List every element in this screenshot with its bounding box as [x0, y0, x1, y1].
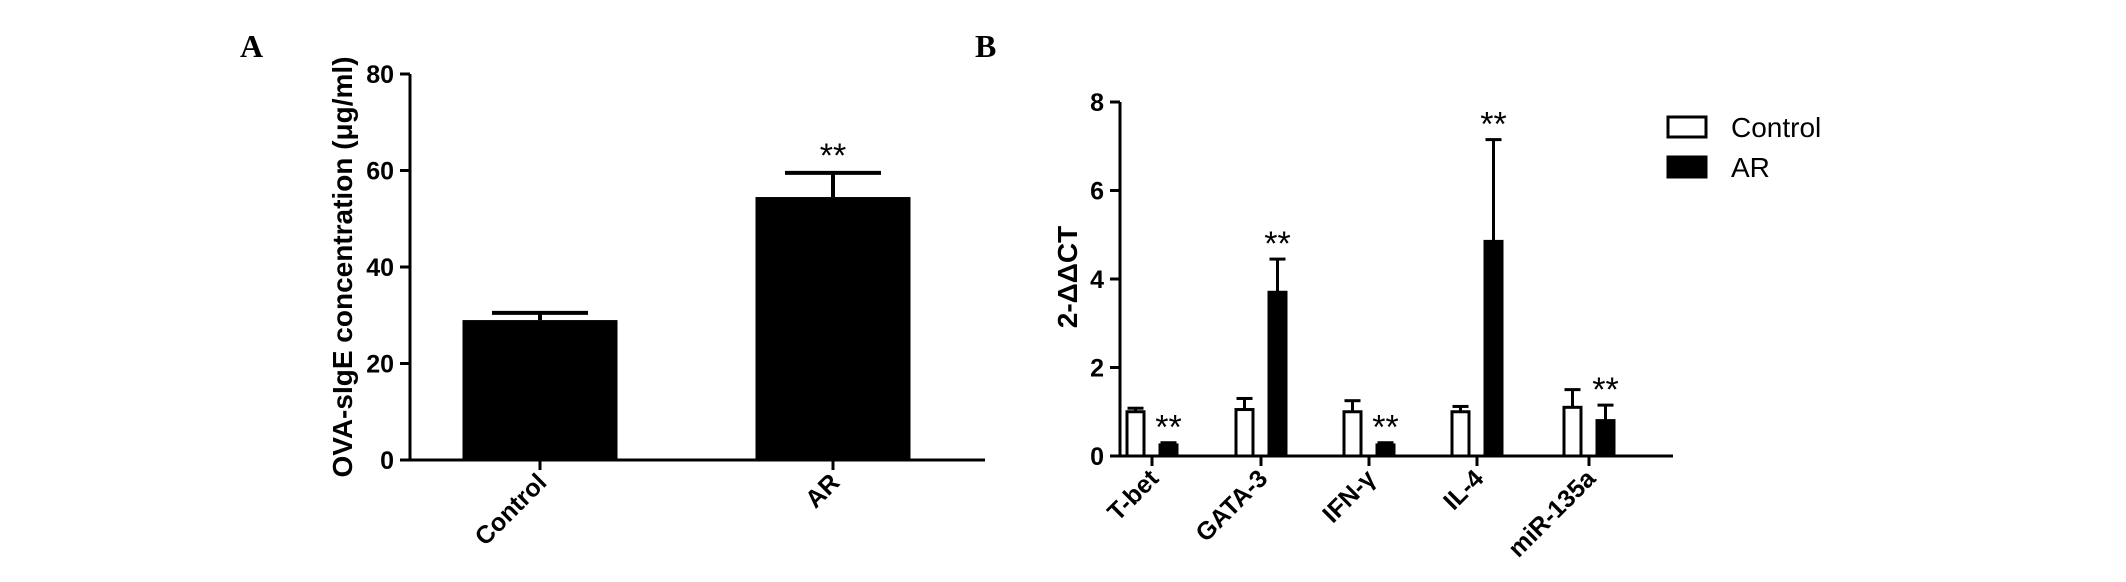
significance-label: **	[1592, 371, 1618, 409]
chart-a: 0 20 40 60 80 OVA-sIgE concentration (μg/ml) C…	[327, 56, 985, 551]
legend-label-ar: AR	[1731, 152, 1770, 183]
y-axis-label: OVA-sIgE concentration (μg/ml)	[327, 56, 358, 477]
significance-label: **	[1480, 106, 1506, 144]
y-tick-label: 0	[380, 447, 394, 475]
panel-a-letter: A	[240, 28, 263, 64]
legend-swatch-control	[1666, 115, 1708, 139]
y-tick-label: 8	[1090, 89, 1104, 117]
x-tick-label: AR	[800, 468, 845, 513]
y-tick-label: 6	[1090, 178, 1104, 206]
y-axis-label: 2-ΔΔCT	[1052, 226, 1083, 328]
bar-ar	[1375, 443, 1396, 458]
x-tick-label: GATA-3	[1190, 464, 1273, 547]
y-tick-label: 80	[366, 61, 394, 89]
significance-label: **	[1155, 409, 1181, 447]
legend-label-control: Control	[1731, 112, 1821, 143]
x-tick-label: IL-4	[1438, 464, 1489, 515]
bar-ar	[1595, 419, 1616, 458]
bar-control	[1342, 410, 1363, 458]
x-tick-label: T-bet	[1102, 464, 1165, 527]
significance-label: **	[1372, 409, 1398, 447]
y-tick-label: 2	[1090, 355, 1104, 383]
bar-control	[462, 320, 618, 460]
bar-ar	[1483, 239, 1504, 458]
chart-b: 024682-ΔΔCT**T-bet**GATA-3**IFN-γ**IL-4*…	[1052, 89, 1673, 563]
bar-control	[1450, 410, 1471, 458]
y-tick-label: 4	[1090, 266, 1104, 294]
significance-label: **	[820, 137, 846, 175]
bar-control	[1562, 405, 1583, 458]
legend-swatch-ar	[1666, 155, 1708, 179]
bar-control	[1234, 408, 1255, 458]
y-tick-label: 0	[1090, 443, 1104, 471]
bar-ar	[1267, 290, 1288, 458]
y-tick-label: 40	[366, 254, 394, 282]
significance-label: **	[1264, 225, 1290, 263]
bar-ar	[755, 197, 911, 460]
y-tick-label: 20	[366, 351, 394, 379]
y-tick-label: 60	[366, 158, 394, 186]
x-tick-label: IFN-γ	[1317, 464, 1381, 528]
x-tick-label: miR-135a	[1503, 464, 1602, 563]
chart-b-legend: Control AR	[1666, 112, 1821, 183]
panel-b-letter: B	[975, 28, 996, 64]
x-tick-label: Control	[470, 468, 553, 551]
bar-control	[1125, 410, 1146, 458]
bar-ar	[1158, 443, 1179, 458]
